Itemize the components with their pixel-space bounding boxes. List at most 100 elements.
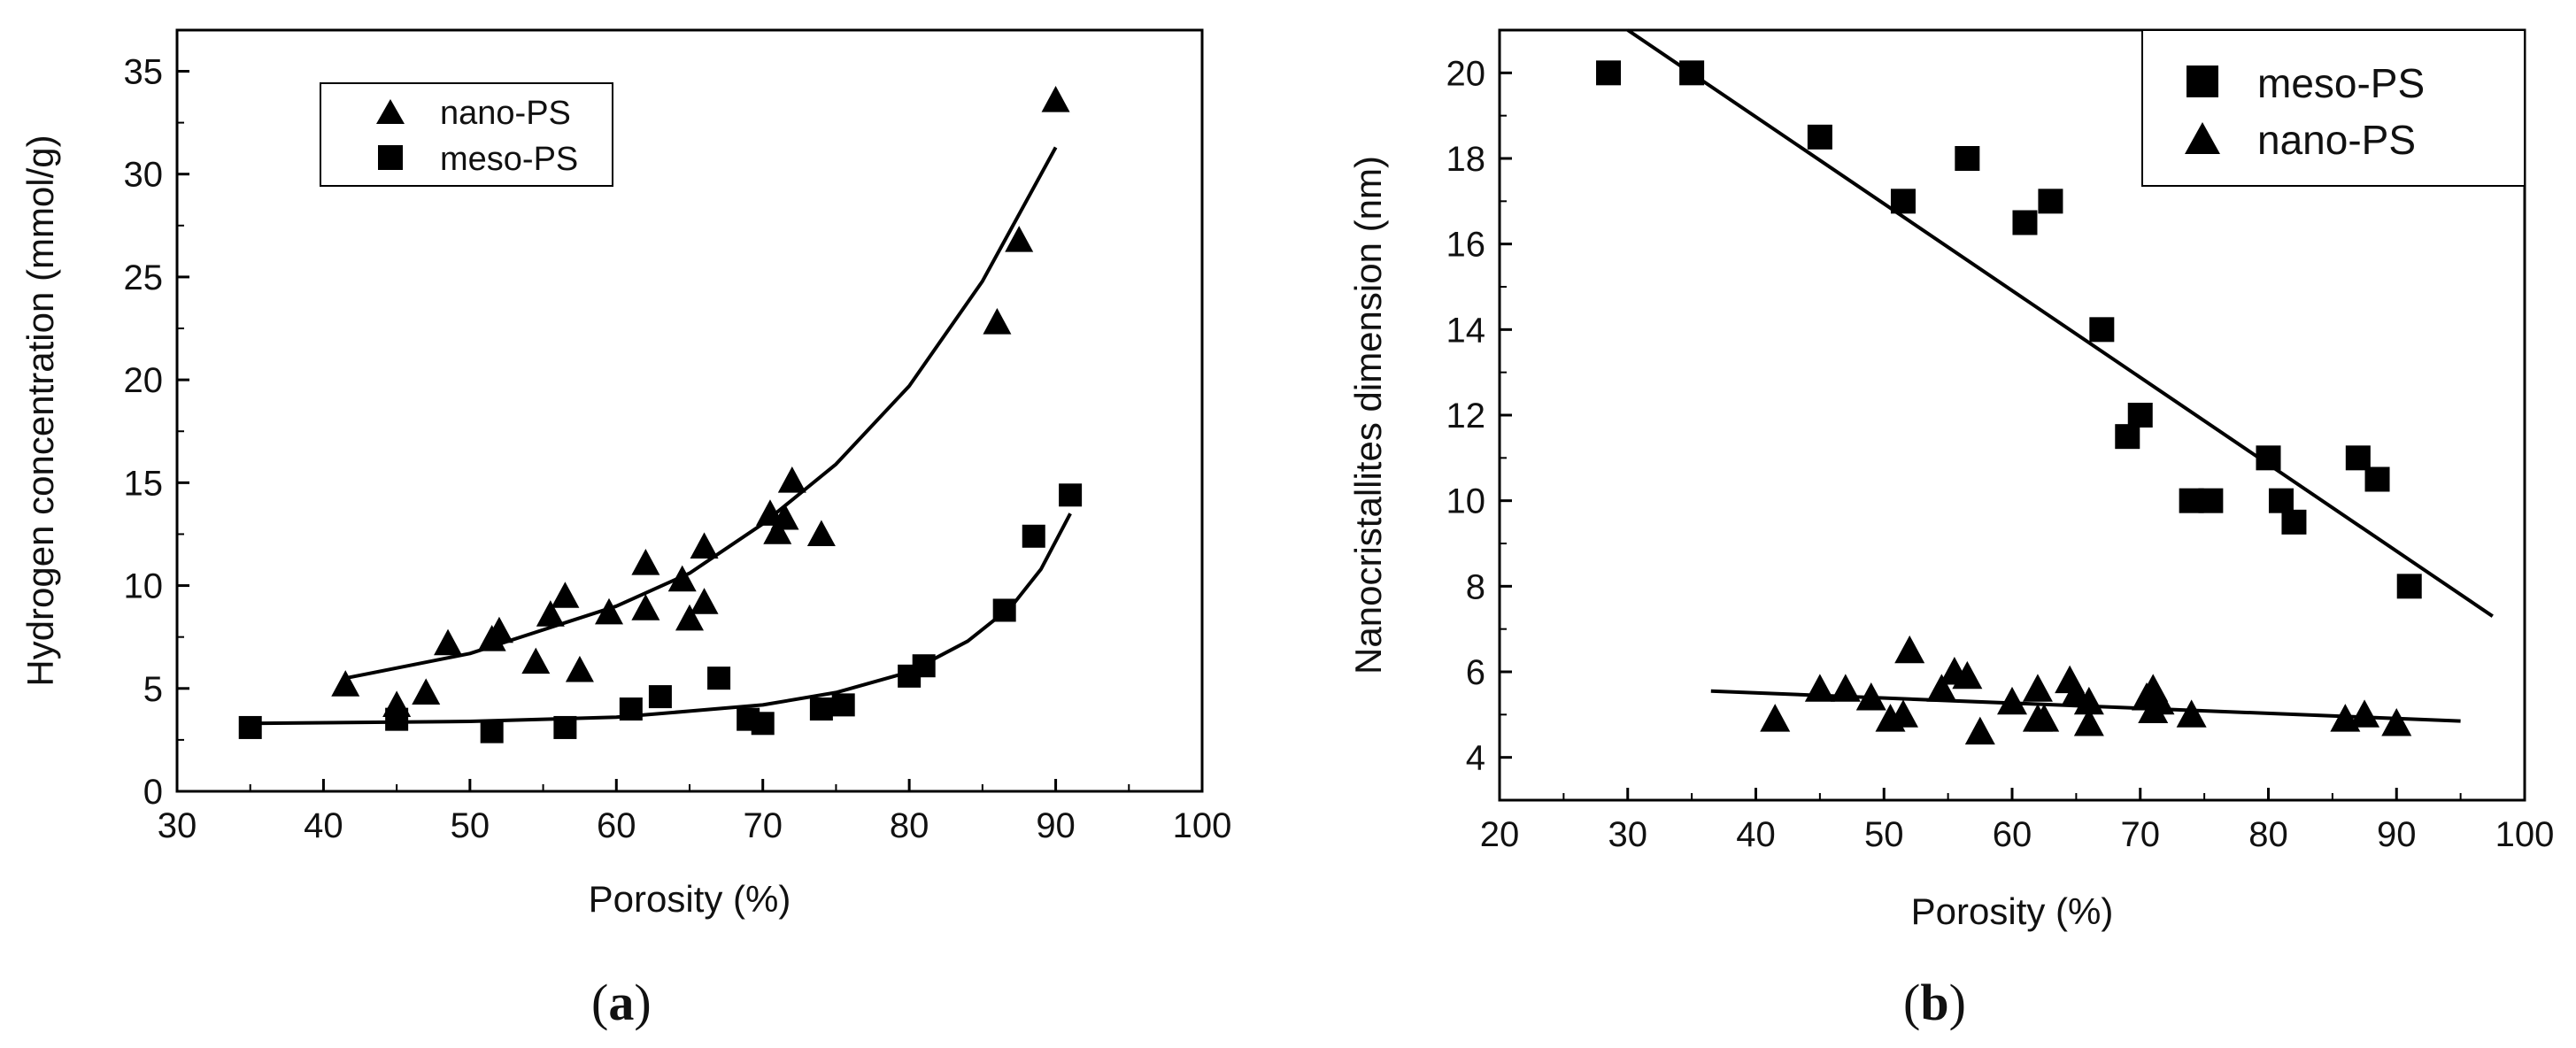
chart-b-x-tick-label: 60	[1993, 815, 2032, 854]
legend-square-marker-icon	[378, 145, 403, 170]
chart-b-point-nano-ps	[1894, 635, 1925, 664]
chart-a-point-nano-ps	[667, 565, 697, 592]
chart-b-point-nano-ps	[2349, 699, 2380, 728]
chart-b-y-tick-label: 18	[1446, 140, 1486, 179]
chart-a-x-tick-label: 60	[597, 806, 636, 845]
chart-b-point-nano-ps	[2029, 704, 2060, 732]
chart-b-point-meso-ps	[2256, 445, 2281, 471]
chart-b-x-tick-label: 100	[2495, 815, 2555, 854]
chart-a-y-tick-label: 15	[124, 464, 164, 503]
chart-b-y-axis-label: Nanocristallites dimension (nm)	[1347, 156, 1389, 674]
chart-b-point-nano-ps	[1926, 674, 1957, 702]
chart-a-point-nano-ps	[551, 582, 580, 608]
chart-a-legend-box	[320, 82, 613, 187]
chart-b-legend-label-nano: nano-PS	[2257, 117, 2416, 163]
chart-b-y-tick-label: 14	[1446, 311, 1486, 350]
chart-b-y-tick-label: 10	[1446, 482, 1486, 521]
chart-a-point-meso-ps	[707, 667, 731, 690]
chart-b-x-tick-label: 20	[1480, 815, 1520, 854]
chart-b-y-tick-label: 4	[1466, 739, 1485, 778]
chart-a-x-tick-label: 100	[1173, 806, 1232, 845]
chart-a-point-nano-ps	[331, 670, 360, 697]
chart-b-x-tick-label: 90	[2377, 815, 2417, 854]
panel-b-caption: (b)	[1903, 974, 1966, 1031]
chart-b-point-nano-ps	[1964, 716, 1995, 745]
chart-a-x-tick-label: 40	[304, 806, 343, 845]
chart-b-point-meso-ps	[2198, 488, 2224, 513]
chart-b-point-nano-ps	[1760, 704, 1791, 732]
chart-b-point-nano-ps	[2022, 674, 2053, 702]
chart-b-point-meso-ps	[1955, 146, 1980, 171]
chart-a-y-tick-label: 35	[124, 52, 164, 91]
chart-b-point-meso-ps	[2012, 210, 2038, 235]
chart-b-point-nano-ps	[1804, 674, 1835, 702]
chart-b-point-meso-ps	[2127, 403, 2153, 428]
chart-a-y-axis-label: Hydrogen concentration (mmol/g)	[19, 135, 61, 686]
chart-b-y-tick-label: 12	[1446, 397, 1486, 435]
chart-b-fit-meso-ps	[1626, 28, 2494, 618]
chart-b-y-tick-label: 6	[1466, 653, 1485, 692]
chart-b-y-tick-label: 20	[1446, 54, 1486, 93]
chart-a-point-meso-ps	[480, 720, 504, 744]
chart-b: 20 30 40 50 60 70 80 90 100 4 6 8 10 12 14 16 18 20 Poros…	[1347, 28, 2555, 1031]
chart-b-x-tick-label: 80	[2248, 815, 2288, 854]
chart-b-point-meso-ps	[2038, 189, 2063, 214]
chart-b-point-nano-ps	[1830, 674, 1861, 702]
chart-a-point-meso-ps	[751, 712, 775, 736]
chart-b-point-meso-ps	[1596, 60, 1622, 86]
chart-a: 30 40 50 60 70 80 90 100 0 5 10 15 20 25 30 35 Porosity…	[19, 28, 1232, 1031]
chart-a-point-nano-ps	[595, 597, 624, 625]
chart-a-y-tick-label: 30	[124, 156, 164, 195]
chart-a-point-nano-ps	[763, 518, 792, 544]
chart-b-point-meso-ps	[2396, 574, 2422, 599]
chart-b-x-tick-label: 70	[2121, 815, 2161, 854]
chart-b-point-meso-ps	[2345, 445, 2371, 471]
chart-b-point-nano-ps	[2073, 686, 2104, 715]
chart-a-point-nano-ps	[806, 520, 836, 547]
chart-b-point-nano-ps	[1855, 682, 1886, 711]
chart-a-point-meso-ps	[1022, 524, 1045, 548]
chart-a-point-meso-ps	[992, 598, 1016, 622]
chart-a-points	[238, 86, 1083, 744]
chart-a-point-nano-ps	[770, 503, 799, 530]
chart-b-points	[1596, 60, 2422, 745]
chart-a-point-meso-ps	[619, 697, 643, 721]
chart-a-point-nano-ps	[631, 549, 660, 575]
chart-a-x-tick-label: 70	[743, 806, 783, 845]
chart-a-point-meso-ps	[238, 715, 262, 739]
chart-a-point-nano-ps	[675, 604, 704, 631]
chart-a-point-nano-ps	[434, 628, 463, 656]
chart-a-point-meso-ps	[1059, 483, 1083, 507]
chart-a-legend-label-nano: nano-PS	[440, 95, 571, 132]
legend-triangle-marker-icon	[2185, 122, 2220, 154]
chart-a-x-tick-label: 30	[158, 806, 197, 845]
chart-a-point-nano-ps	[412, 678, 441, 705]
chart-a-point-nano-ps	[521, 647, 551, 674]
chart-a-point-meso-ps	[912, 654, 936, 678]
chart-a-y-tick-label: 20	[124, 361, 164, 400]
chart-a-y-tick-label: 10	[124, 567, 164, 606]
chart-b-point-nano-ps	[2176, 699, 2207, 728]
chart-a-point-nano-ps	[983, 308, 1012, 335]
legend-square-marker-icon	[2187, 66, 2218, 97]
chart-b-point-nano-ps	[1997, 686, 2027, 715]
chart-a-y-tick-label: 5	[143, 670, 163, 709]
chart-b-ticks: 20 30 40 50 60 70 80 90 100 4 6 8 10 12 14 16 18 20	[1446, 54, 2555, 854]
chart-a-point-nano-ps	[631, 594, 660, 620]
chart-a-point-nano-ps	[690, 532, 719, 559]
chart-a-y-tick-label: 25	[124, 258, 164, 297]
chart-a-point-meso-ps	[831, 693, 855, 717]
chart-b-x-axis-label: Porosity (%)	[1911, 890, 2114, 932]
chart-b-x-tick-label: 40	[1736, 815, 1776, 854]
chart-b-point-meso-ps	[1890, 189, 1916, 214]
chart-b-x-tick-label: 50	[1864, 815, 1904, 854]
chart-b-point-meso-ps	[2281, 509, 2307, 535]
chart-b-point-meso-ps	[2364, 466, 2390, 492]
chart-b-point-nano-ps	[2144, 686, 2175, 715]
panel-a-caption: (a)	[591, 974, 652, 1031]
legend-triangle-marker-icon	[376, 99, 405, 124]
chart-b-point-meso-ps	[1807, 124, 1832, 150]
chart-b-y-tick-label: 16	[1446, 226, 1486, 265]
chart-a-point-meso-ps	[809, 697, 833, 721]
chart-b-point-nano-ps	[1952, 660, 1983, 690]
